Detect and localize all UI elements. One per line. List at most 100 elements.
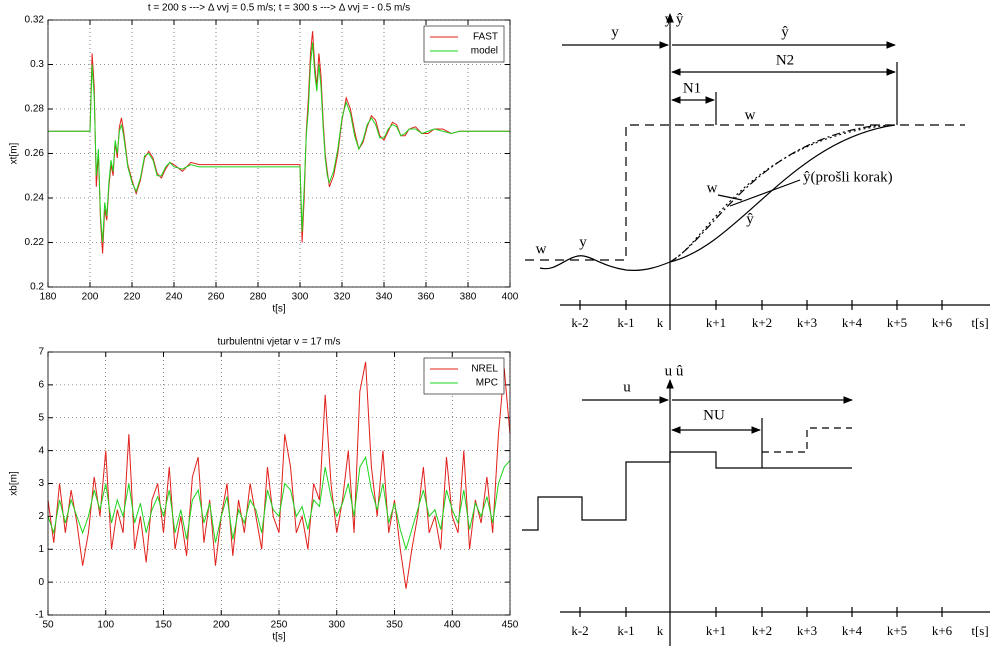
- label: N1: [683, 80, 701, 96]
- plot-frame: [47, 351, 511, 616]
- label: ŷ: [746, 211, 754, 227]
- y-tick-label: 0.26: [25, 148, 45, 159]
- x-tick-label: 220: [124, 292, 141, 303]
- y-axis-label: xb[m]: [9, 471, 20, 496]
- y-tick-label: 3: [38, 478, 44, 489]
- pointer: [729, 179, 801, 207]
- chart-title: t = 200 s ---> Δ vvj = 0.5 m/s; t = 300 …: [148, 3, 410, 14]
- label: N2: [776, 52, 794, 68]
- y-tick-label: 0.24: [25, 193, 45, 204]
- x-tick-label: 240: [166, 292, 183, 303]
- legend-label: MPC: [476, 378, 498, 389]
- x-tick-label: 50: [42, 620, 54, 631]
- pointer: [717, 194, 743, 201]
- time-label: k: [657, 623, 664, 638]
- time-label: k+6: [932, 623, 953, 638]
- label: w: [536, 241, 547, 257]
- legend-label: model: [471, 46, 498, 57]
- x-tick-label: 260: [208, 292, 225, 303]
- reference-trajectory: [669, 124, 881, 263]
- x-tick-label: 100: [97, 620, 114, 631]
- label: ŷ: [781, 24, 789, 40]
- y-tick-label: 0.22: [25, 237, 45, 248]
- time-label: k-1: [617, 623, 634, 638]
- legend-label: FAST: [473, 32, 498, 43]
- x-tick-label: 300: [328, 620, 345, 631]
- time-label: k+4: [842, 315, 863, 330]
- y-tick-label: 2: [38, 511, 44, 522]
- y-tick-label: 6: [38, 380, 44, 391]
- time-label: t[s]: [971, 315, 988, 330]
- time-label: k: [657, 315, 664, 330]
- x-axis-label: t[s]: [272, 304, 286, 315]
- time-label: k+4: [842, 623, 863, 638]
- y-tick-label: 1: [38, 544, 44, 555]
- x-tick-label: 300: [292, 292, 309, 303]
- legend-label: NREL: [471, 364, 498, 375]
- x-tick-label: 400: [444, 620, 461, 631]
- x-tick-label: 200: [82, 292, 99, 303]
- label: ŷ(prošli korak): [803, 169, 893, 185]
- label: w: [707, 180, 718, 196]
- time-ticks: [579, 607, 943, 617]
- y-tick-label: 7: [38, 347, 44, 358]
- y-axis-label: xt[m]: [9, 142, 20, 164]
- time-label: k+3: [797, 623, 817, 638]
- x-tick-label: 340: [376, 292, 393, 303]
- time-label: k+5: [887, 315, 907, 330]
- time-label: k-2: [571, 623, 588, 638]
- x-tick-label: 250: [271, 620, 288, 631]
- time-label: k+3: [797, 315, 817, 330]
- label: u: [623, 379, 631, 395]
- y-tick-label: 0: [38, 577, 44, 588]
- time-label: k-1: [617, 315, 634, 330]
- x-tick-label: 360: [418, 292, 435, 303]
- time-label: k+1: [706, 623, 726, 638]
- x-tick-label: 180: [40, 292, 57, 303]
- x-tick-label: 380: [460, 292, 477, 303]
- y-tick-label: 4: [38, 445, 44, 456]
- legend-box: [423, 25, 505, 63]
- time-label: k+6: [932, 315, 953, 330]
- x-tick-label: 280: [250, 292, 267, 303]
- series-line: [47, 361, 511, 589]
- label: y: [579, 234, 587, 250]
- x-tick-label: 200: [213, 620, 230, 631]
- x-tick-label: 450: [502, 620, 519, 631]
- time-label: k+2: [752, 315, 772, 330]
- label: y: [611, 24, 619, 40]
- x-axis-label: t[s]: [272, 632, 286, 643]
- y-tick-label: 0.2: [30, 282, 44, 293]
- y-tick-label: -1: [35, 610, 44, 621]
- time-label: k+2: [752, 623, 772, 638]
- time-ticks: [579, 300, 943, 310]
- past-output: [539, 255, 671, 271]
- prediction-diagram: y y ŷ ŷ N2 N1 w w y w ŷ(prošli korak) ŷ …: [525, 11, 990, 330]
- x-tick-label: 400: [502, 292, 519, 303]
- x-tick-label: 150: [155, 620, 172, 631]
- control-signal: [522, 451, 852, 531]
- time-label: k+5: [887, 623, 907, 638]
- legend-box: [423, 357, 505, 395]
- series-line: [47, 455, 511, 552]
- control-diagram: u u û NU k-2 k-1 k k+1 k+2 k+3 k+4 k+5 k…: [522, 363, 990, 646]
- y-tick-label: 0.28: [25, 104, 45, 115]
- time-label: k+1: [706, 315, 726, 330]
- x-tick-label: 320: [334, 292, 351, 303]
- time-label: t[s]: [971, 623, 988, 638]
- axis-label: y ŷ: [665, 11, 684, 27]
- prediction: [669, 124, 896, 263]
- time-label: k-2: [571, 315, 588, 330]
- previous-prediction: [669, 124, 891, 263]
- reference: [525, 124, 965, 261]
- y-tick-label: 5: [38, 412, 44, 423]
- series-line: [48, 42, 510, 243]
- plot-frame: [47, 19, 511, 288]
- x-tick-label: 350: [386, 620, 403, 631]
- y-tick-label: 0.32: [25, 15, 45, 26]
- chart-title: turbulentni vjetar v = 17 m/s: [217, 337, 340, 348]
